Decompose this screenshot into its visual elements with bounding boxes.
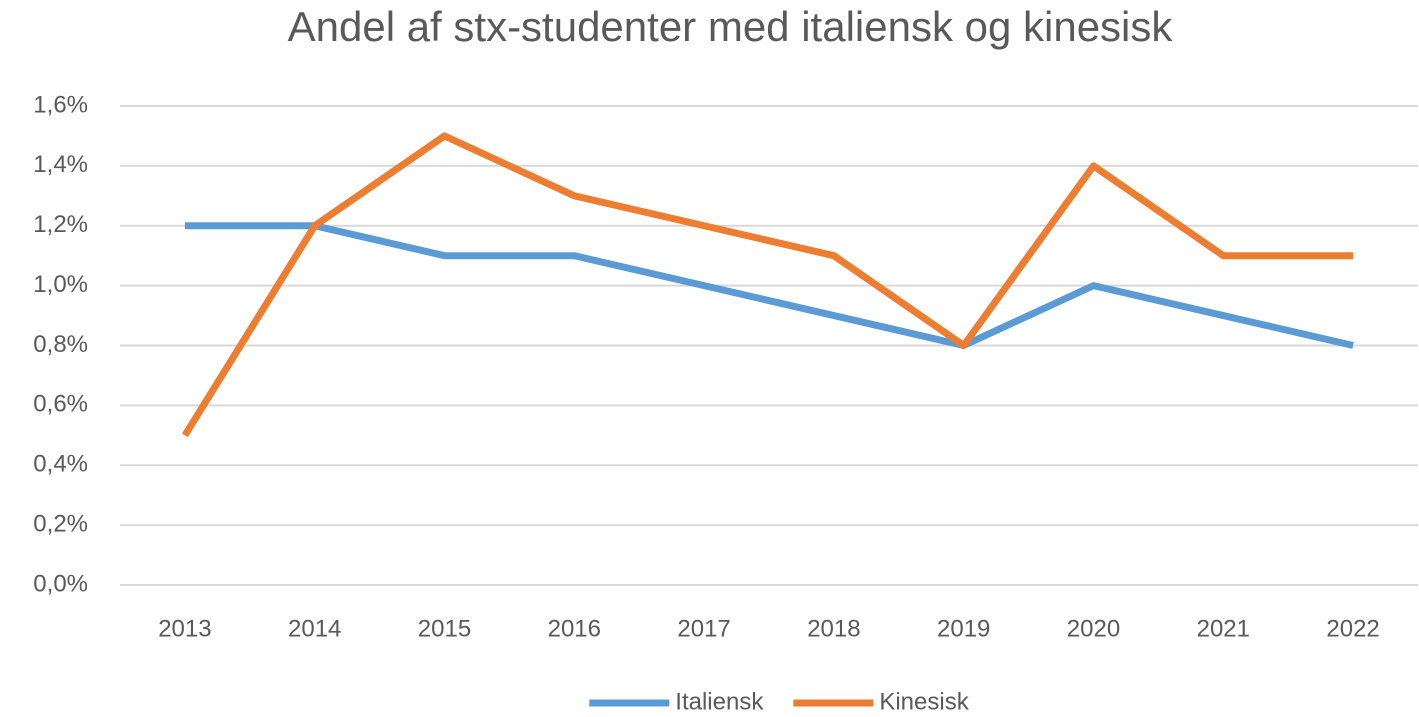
- legend-label: Italiensk: [675, 688, 764, 715]
- y-tick-label: 0,6%: [33, 391, 88, 418]
- x-tick-label: 2013: [158, 615, 211, 642]
- x-tick-label: 2021: [1197, 615, 1250, 642]
- y-tick-label: 0,4%: [33, 451, 88, 478]
- x-tick-label: 2022: [1326, 615, 1379, 642]
- y-tick-label: 0,8%: [33, 331, 88, 358]
- x-tick-label: 2018: [807, 615, 860, 642]
- y-tick-label: 0,2%: [33, 510, 88, 537]
- y-tick-label: 0,0%: [33, 570, 88, 597]
- x-tick-label: 2020: [1067, 615, 1120, 642]
- x-tick-label: 2019: [937, 615, 990, 642]
- x-tick-label: 2015: [418, 615, 471, 642]
- x-tick-label: 2016: [548, 615, 601, 642]
- series-line: [181, 132, 1354, 438]
- chart-title: Andel af stx-studenter med italiensk og …: [288, 3, 1174, 50]
- x-tick-label: 2014: [288, 615, 341, 642]
- y-tick-label: 1,4%: [33, 151, 88, 178]
- legend-label: Kinesisk: [879, 688, 969, 715]
- x-tick-label: 2017: [677, 615, 730, 642]
- series-line: [184, 222, 1354, 349]
- y-tick-label: 1,2%: [33, 211, 88, 238]
- y-tick-label: 1,6%: [33, 91, 88, 118]
- y-tick-label: 1,0%: [33, 271, 88, 298]
